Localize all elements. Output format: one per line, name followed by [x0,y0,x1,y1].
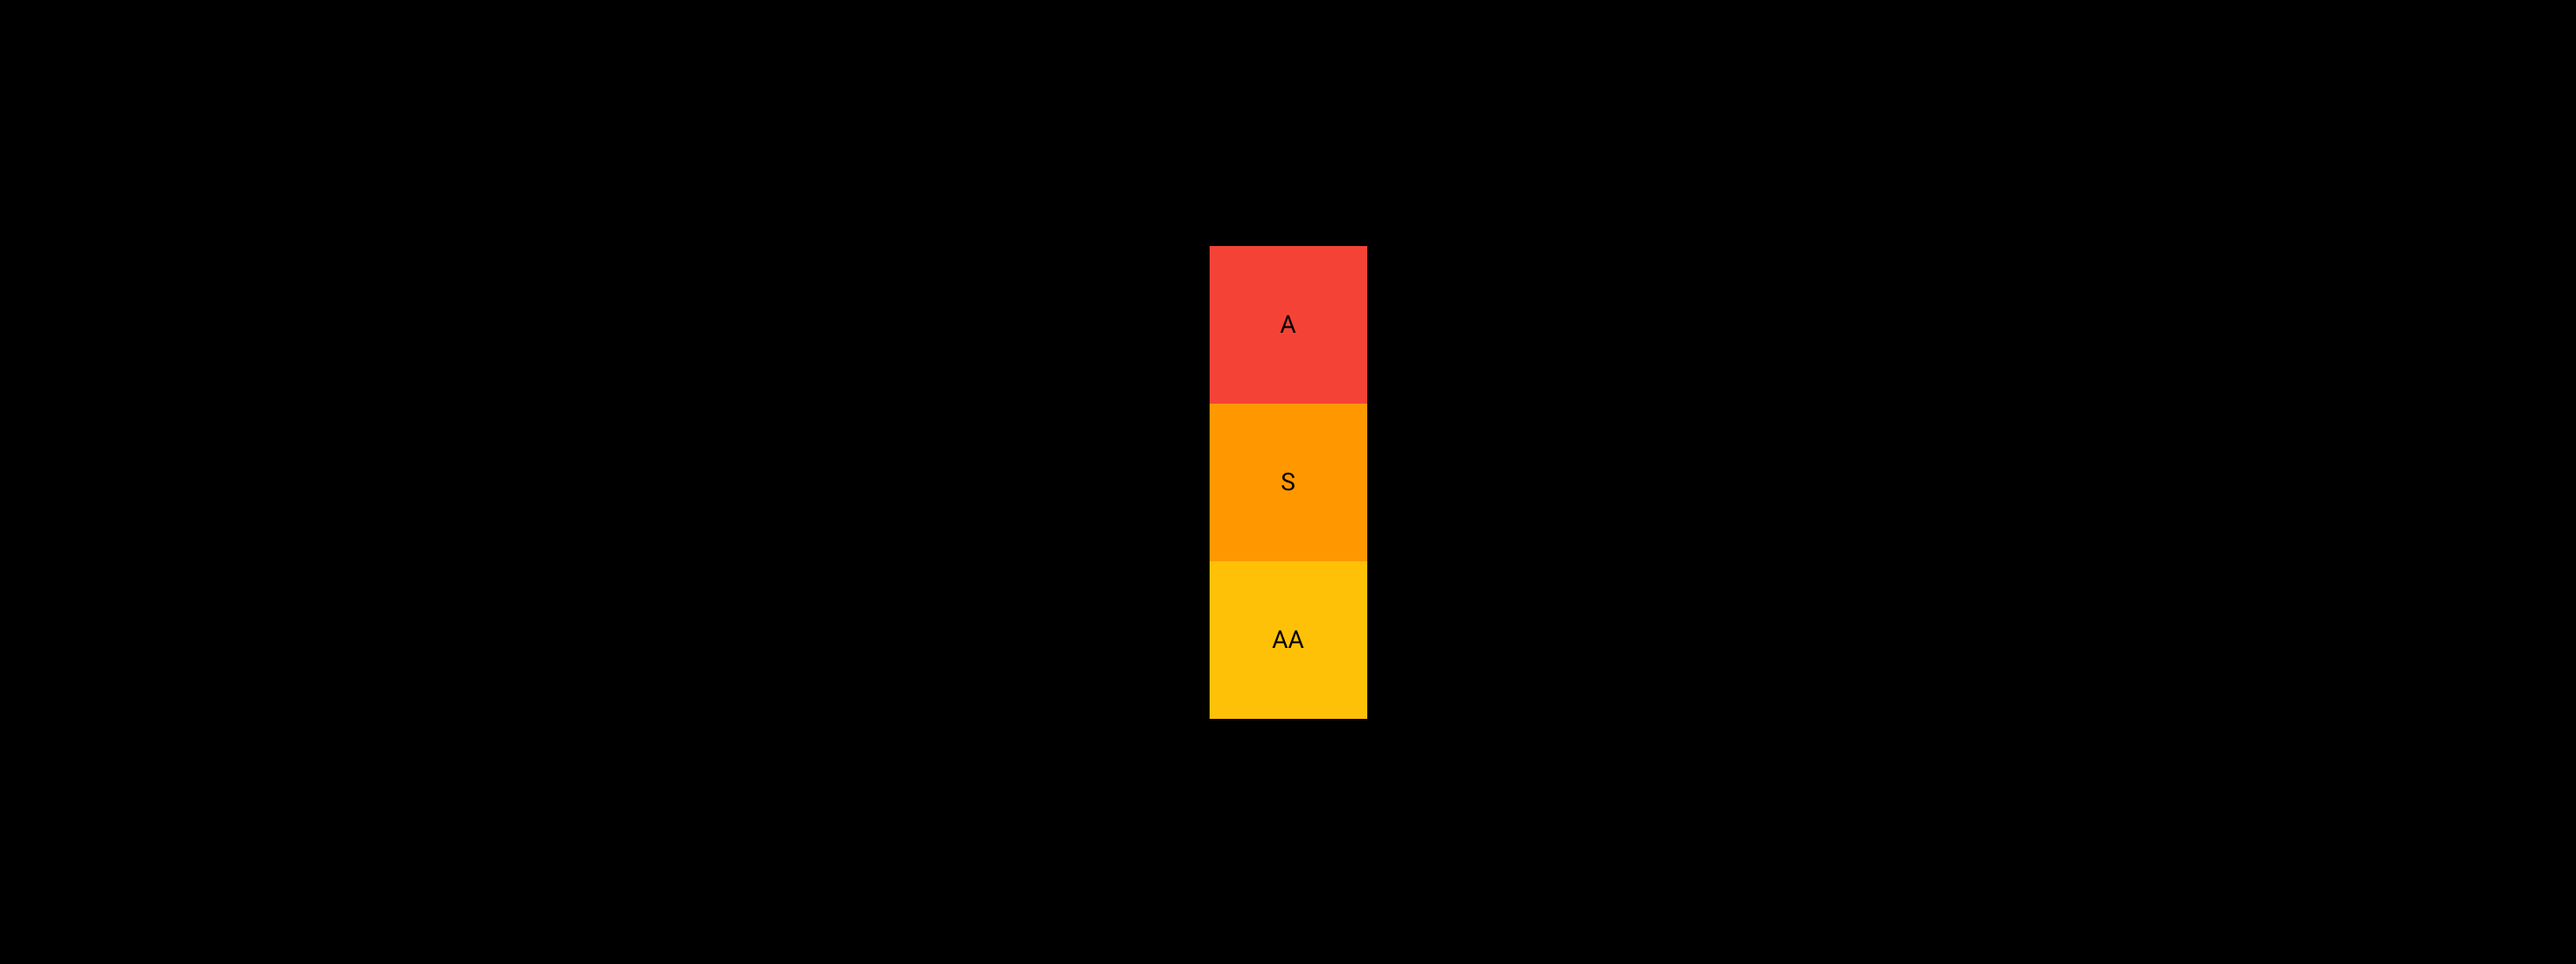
tier-label: S [1281,468,1295,496]
tier-label: AA [1272,625,1304,654]
tier-cell: AA [1210,561,1367,719]
tier-column: A S AA [1210,246,1367,719]
tier-cell: S [1210,404,1367,561]
tier-label: A [1280,310,1295,339]
tier-cell: A [1210,246,1367,404]
